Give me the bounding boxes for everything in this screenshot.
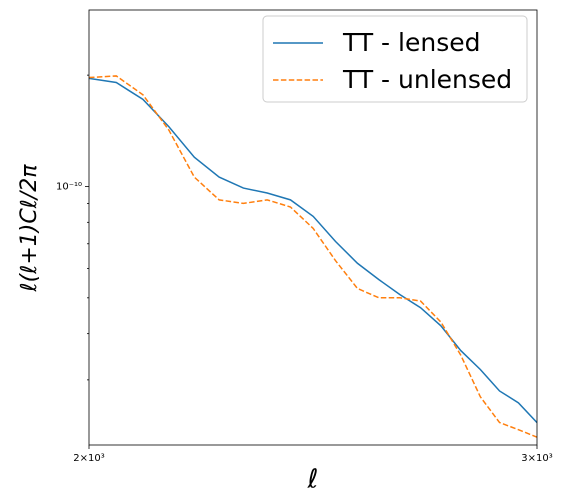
legend-label: TT - unlensed	[342, 65, 512, 94]
legend-box	[262, 15, 528, 103]
y-axis-label: ℓ(ℓ+1)Cℓ/2π	[17, 164, 42, 293]
series-line	[89, 75, 537, 438]
y-tick-label: 10⁻¹⁰	[56, 181, 82, 192]
series-line	[89, 77, 537, 424]
legend-label: TT - lensed	[342, 28, 480, 57]
x-tick-label: 3×10³	[521, 453, 552, 464]
x-tick-label: 2×10³	[73, 453, 104, 464]
x-axis-label: ℓ	[307, 465, 319, 495]
plot-frame	[88, 9, 538, 446]
